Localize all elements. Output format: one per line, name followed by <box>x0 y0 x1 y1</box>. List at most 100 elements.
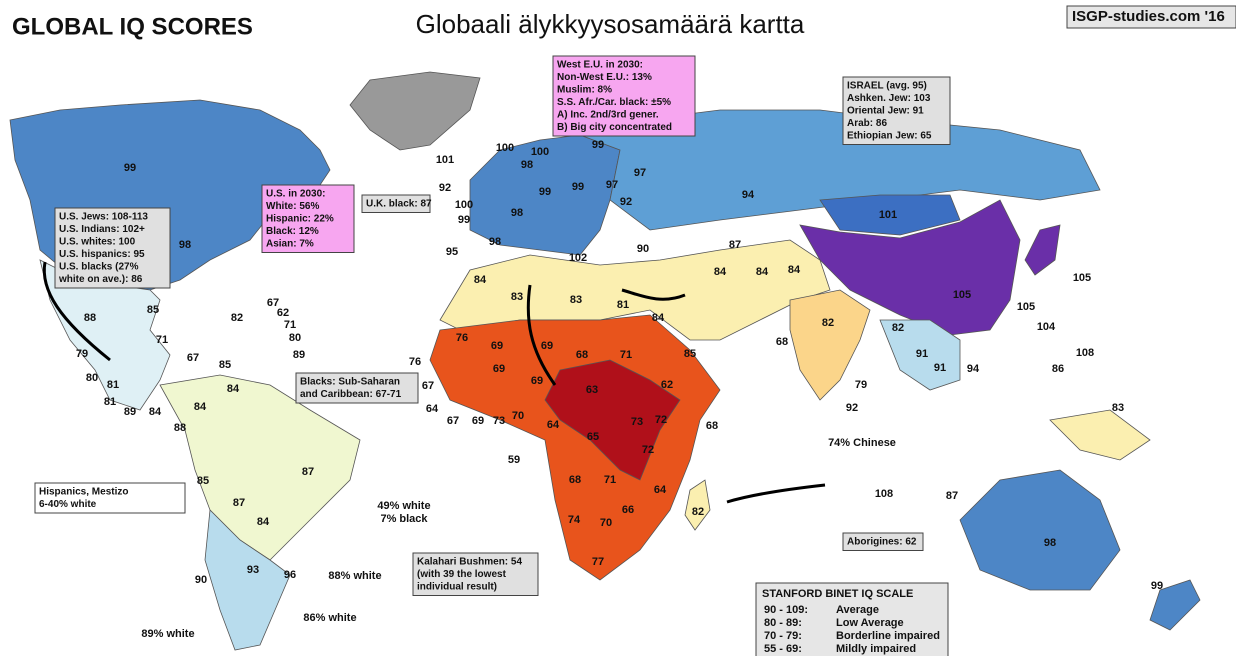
scale-row: Borderline impaired <box>836 630 940 642</box>
annotation-line: Non-West E.U.: 13% <box>557 72 652 83</box>
annotation-box <box>842 76 951 145</box>
region-label: 64 <box>654 484 667 496</box>
annotation-line: Hispanic: 22% <box>266 214 334 225</box>
annotation-line: White: 56% <box>266 201 319 212</box>
region-label: 101 <box>879 209 897 221</box>
region-label: 84 <box>788 264 801 276</box>
region-label: 88 <box>84 312 96 324</box>
region-label: 82 <box>822 317 834 329</box>
region-label: 85 <box>147 304 159 316</box>
region-label: 88 <box>174 422 186 434</box>
region-label: 99 <box>1151 580 1163 592</box>
region-label: 84 <box>149 406 162 418</box>
region-label: 7% black <box>380 513 428 525</box>
region-label: 93 <box>247 564 259 576</box>
region-label: 84 <box>227 383 240 395</box>
region-label: 92 <box>846 402 858 414</box>
region-label: 100 <box>496 142 514 154</box>
region-label: 73 <box>493 415 505 427</box>
annotation-line: Hispanics, Mestizo <box>39 487 128 498</box>
annotation-line: Aborigines: 62 <box>847 537 917 548</box>
region-label: 89 <box>124 406 136 418</box>
region-label: 86% white <box>303 612 356 624</box>
region-label: 68 <box>776 336 788 348</box>
region-label: 80 <box>289 332 301 344</box>
region-label: 91 <box>934 362 946 374</box>
region-label: 69 <box>493 363 505 375</box>
region-label: 100 <box>531 146 549 158</box>
region-label: 105 <box>953 289 971 301</box>
region-label: 94 <box>742 189 755 201</box>
region-label: 69 <box>491 340 503 352</box>
region-label: 64 <box>547 419 560 431</box>
region-label: 83 <box>570 294 582 306</box>
scale-row: Low Average <box>836 617 904 629</box>
annotation-box <box>54 207 171 289</box>
region-label: 71 <box>604 474 616 486</box>
region-label: 94 <box>967 363 980 375</box>
region-label: 62 <box>277 307 289 319</box>
scale-row: 80 - 89: <box>764 617 802 629</box>
annotation-line: U.S. Jews: 108-113 <box>59 212 148 223</box>
region-label: 63 <box>586 384 598 396</box>
region-label: 86 <box>1052 363 1064 375</box>
region-label: 99 <box>458 214 470 226</box>
region-label: 67 <box>422 380 434 392</box>
region-label: 80 <box>86 372 98 384</box>
region-label: 105 <box>1017 301 1035 313</box>
annotation-line: Muslim: 8% <box>557 85 612 96</box>
region-label: 70 <box>512 410 524 422</box>
annotation-line: Arab: 86 <box>847 118 887 129</box>
annotation-line: U.S. blacks (27% <box>59 262 139 273</box>
region-label: 92 <box>620 196 632 208</box>
annotation-box <box>361 194 431 213</box>
annotation-box <box>34 482 186 514</box>
annotation-line: B) Big city concentrated <box>557 122 672 133</box>
region-label: 97 <box>634 167 646 179</box>
region-label: 81 <box>107 379 119 391</box>
annotation-line: Kalahari Bushmen: 54 <box>417 557 522 568</box>
scale-row: Mildly impaired <box>836 643 916 655</box>
annotation-line: Asian: 7% <box>266 239 314 250</box>
annotation-line: U.S. whites: 100 <box>59 237 136 248</box>
region-label: 87 <box>946 490 958 502</box>
annotation-line: Blacks: Sub-Saharan <box>300 377 400 388</box>
region-label: 68 <box>706 420 718 432</box>
region-label: 87 <box>233 497 245 509</box>
region-label: 67 <box>447 415 459 427</box>
region-label: 82 <box>892 322 904 334</box>
region-label: 68 <box>569 474 581 486</box>
region-label: 71 <box>284 319 296 331</box>
annotation-line: (with 39 the lowest <box>417 569 507 580</box>
title: GLOBAL IQ SCORES <box>12 13 253 40</box>
region-label: 82 <box>231 312 243 324</box>
annotation-line: white on ave.): 86 <box>58 274 143 285</box>
region-label: 76 <box>409 356 421 368</box>
region-label: 71 <box>156 334 168 346</box>
region-label: 104 <box>1037 321 1056 333</box>
region-label: 83 <box>1112 402 1124 414</box>
region-label: 62 <box>661 379 673 391</box>
region-label: 81 <box>104 396 116 408</box>
scale-title: STANFORD BINET IQ SCALE <box>762 588 913 600</box>
region-label: 84 <box>756 266 769 278</box>
region-label: 91 <box>916 348 928 360</box>
annotation-box <box>295 372 419 404</box>
region-label: 83 <box>511 291 523 303</box>
scale-row: Average <box>836 604 879 616</box>
annotation-line: Oriental Jew: 91 <box>847 106 924 117</box>
region-label: 79 <box>76 348 88 360</box>
annotation-line: Ethiopian Jew: 65 <box>847 131 932 142</box>
region-label: 98 <box>521 159 533 171</box>
region-label: 87 <box>729 239 741 251</box>
region-label: 69 <box>472 415 484 427</box>
region-label: 72 <box>642 444 654 456</box>
annotation-line: S.S. Afr./Car. black: ±5% <box>557 97 671 108</box>
annotation-line: Black: 12% <box>266 226 319 237</box>
region-label: 49% white <box>377 500 430 512</box>
annotation-box <box>261 184 355 253</box>
annotation-line: A) Inc. 2nd/3rd gener. <box>557 110 659 121</box>
region-label: 101 <box>436 154 454 166</box>
